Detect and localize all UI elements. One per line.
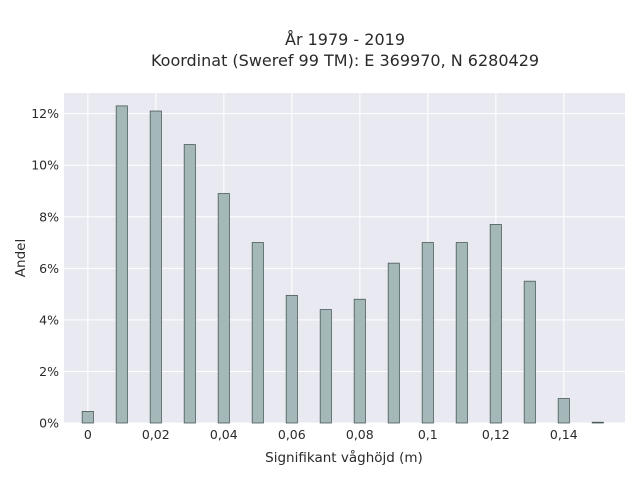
x-tick-label: 0,06 <box>278 427 306 442</box>
x-axis-label: Signifikant våghöjd (m) <box>265 449 423 466</box>
bar <box>319 309 332 424</box>
bar <box>251 242 264 424</box>
y-tick-label: 10% <box>31 158 59 173</box>
y-tick-label: 0% <box>39 416 59 431</box>
x-tick-label: 0,14 <box>550 427 578 442</box>
bar <box>81 410 94 424</box>
bar <box>115 105 128 424</box>
y-tick-label: 6% <box>39 261 59 276</box>
bar <box>387 262 400 424</box>
x-tick-label: 0,12 <box>482 427 510 442</box>
y-tick-label: 12% <box>31 106 59 121</box>
y-axis-label: Andel <box>13 239 29 277</box>
bar <box>149 110 162 424</box>
bar <box>421 242 434 424</box>
bar <box>523 280 536 424</box>
x-tick-label: 0,08 <box>346 427 374 442</box>
chart-title-line-1: År 1979 - 2019 <box>285 30 405 49</box>
y-tick-labels: 0% 2% 4% 6% 8% 10% 12% <box>31 106 59 430</box>
x-tick-label: 0,04 <box>210 427 238 442</box>
plot-area <box>64 93 625 423</box>
y-tick-label: 4% <box>39 312 59 327</box>
chart-title-line-2: Koordinat (Sweref 99 TM): E 369970, N 62… <box>151 51 539 70</box>
bar <box>285 294 298 424</box>
bar <box>353 298 366 424</box>
bar <box>455 242 468 424</box>
y-tick-label: 8% <box>39 209 59 224</box>
bar <box>489 224 502 424</box>
x-tick-labels: 0 0,02 0,04 0,06 0,08 0,1 0,12 0,14 <box>84 427 578 442</box>
bar <box>183 144 196 424</box>
bar <box>557 398 570 424</box>
bar <box>217 193 230 424</box>
y-tick-label: 2% <box>39 364 59 379</box>
x-tick-label: 0 <box>84 427 92 442</box>
bar <box>591 421 604 424</box>
bars <box>81 105 604 424</box>
x-tick-label: 0,02 <box>142 427 170 442</box>
x-tick-label: 0,1 <box>418 427 438 442</box>
